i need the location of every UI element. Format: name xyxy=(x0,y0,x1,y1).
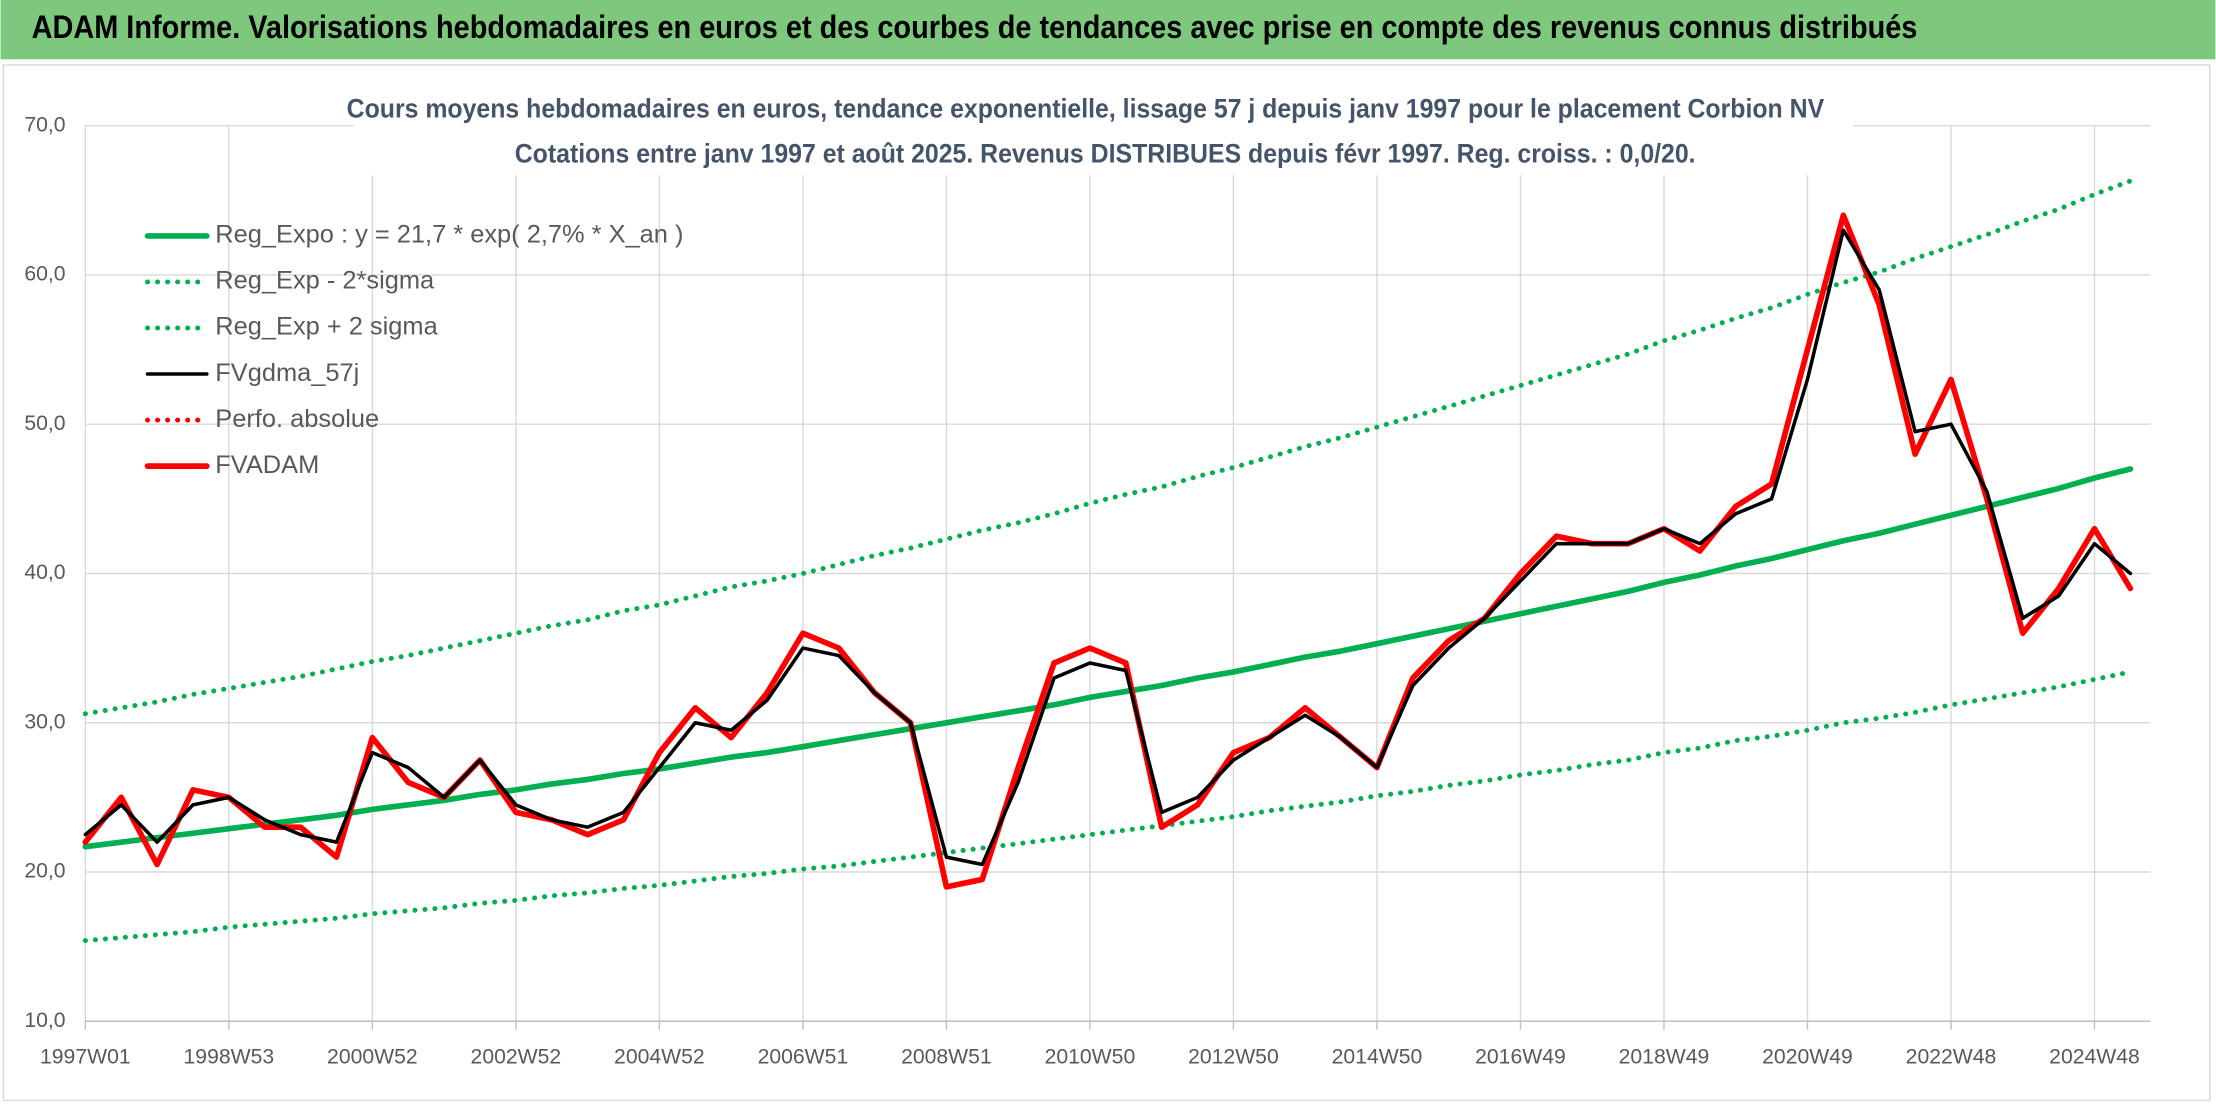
y-tick-label: 30,0 xyxy=(24,710,65,733)
y-tick-label: 40,0 xyxy=(24,561,65,584)
x-tick-label: 2016W49 xyxy=(1475,1046,1566,1069)
x-tick-label: 2024W48 xyxy=(2049,1046,2140,1069)
legend-label: Reg_Expo : y = 21,7 * exp( 2,7% * X_an ) xyxy=(215,221,683,249)
lines xyxy=(82,178,2134,944)
y-tick-label: 60,0 xyxy=(24,263,65,286)
x-tick-label: 2014W50 xyxy=(1332,1046,1423,1069)
x-tick-label: 2000W52 xyxy=(327,1046,418,1069)
series-line xyxy=(82,212,2134,890)
y-tick-label: 20,0 xyxy=(24,860,65,883)
grid: 10,0 20,0 30,0 40,0 50,0 60,0 70,0 1997W01 1998W… xyxy=(24,113,2151,1069)
y-tick-label: 70,0 xyxy=(24,113,65,136)
x-tick-label: 1998W53 xyxy=(184,1046,275,1069)
legend-label: FVADAM xyxy=(215,451,319,479)
legend: Reg_Expo : y = 21,7 * exp( 2,7% * X_an )… xyxy=(144,221,683,479)
x-tick-label: 2020W49 xyxy=(1762,1046,1853,1069)
series-line xyxy=(82,178,2133,717)
header-title: ADAM Informe. Valorisations hebdomadaire… xyxy=(32,9,1918,45)
chart-title: Cours moyens hebdomadaires en euros, ten… xyxy=(347,93,1825,123)
title-backdrop xyxy=(353,87,1854,176)
legend-label: Reg_Exp + 2 sigma xyxy=(215,313,438,341)
legend-label: Perfo. absolue xyxy=(215,405,379,433)
series-line xyxy=(83,228,2133,867)
x-tick-label: 2022W48 xyxy=(1906,1046,1997,1069)
y-tick-label: 50,0 xyxy=(24,412,65,435)
chart-subtitle: Cotations entre janv 1997 et août 2025. … xyxy=(515,138,1696,168)
x-tick-label: 2008W51 xyxy=(901,1046,992,1069)
x-tick-label: 2012W50 xyxy=(1188,1046,1279,1069)
series-line xyxy=(82,669,2133,944)
x-tick-label: 2002W52 xyxy=(471,1046,562,1069)
x-tick-label: 2010W50 xyxy=(1045,1046,1136,1069)
x-tick-label: 2018W49 xyxy=(1619,1046,1710,1069)
y-tick-label: 10,0 xyxy=(24,1009,65,1032)
x-tick-label: 2006W51 xyxy=(758,1046,849,1069)
legend-label: Reg_Exp - 2*sigma xyxy=(215,267,435,295)
x-tick-label: 1997W01 xyxy=(40,1046,131,1069)
legend-label: FVgdma_57j xyxy=(215,359,359,387)
series-line xyxy=(82,466,2134,850)
header-bar xyxy=(0,0,2216,60)
x-tick-label: 2004W52 xyxy=(614,1046,705,1069)
chart-frame xyxy=(2,64,2211,1102)
